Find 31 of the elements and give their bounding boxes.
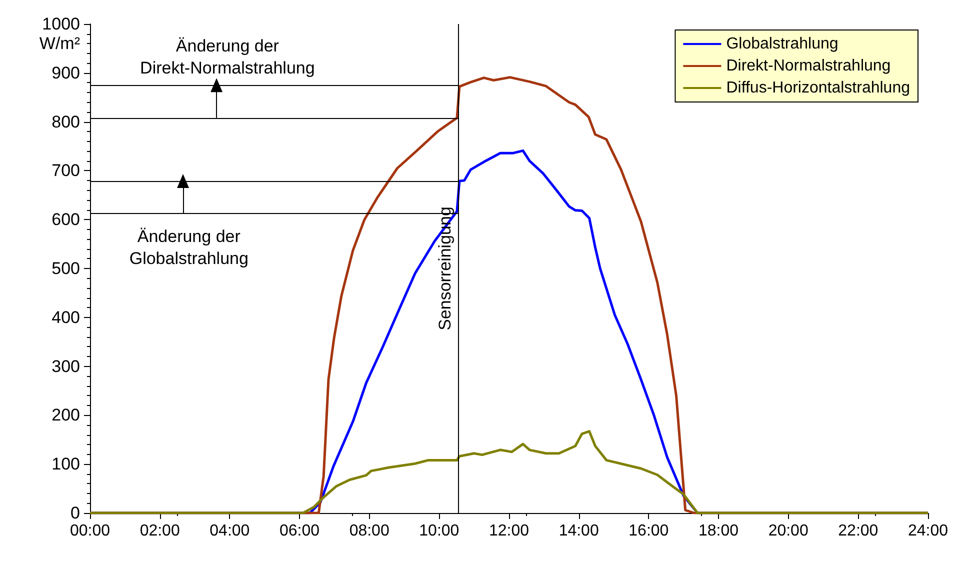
x-tick-label: 02:00 <box>140 522 180 540</box>
legend-label: Direkt-Normalstrahlung <box>726 58 891 74</box>
legend-label: Diffus-Horizontalstrahlung <box>726 80 910 96</box>
x-tick-label: 00:00 <box>70 522 110 540</box>
y-axis-title: W/m² <box>39 34 80 53</box>
x-tick-label: 20:00 <box>768 522 808 540</box>
y-tick-label: 400 <box>52 308 80 327</box>
x-tick-label: 04:00 <box>210 522 250 540</box>
y-tick-label: 700 <box>52 161 80 180</box>
y-tick-label: 900 <box>52 63 80 82</box>
x-tick-label: 06:00 <box>279 522 320 540</box>
y-tick-label: 100 <box>52 454 80 474</box>
y-tick-label: 500 <box>52 259 80 278</box>
annotation: Änderung der Direkt-Normalstrahlung <box>140 36 315 78</box>
x-tick-label: 22:00 <box>838 522 878 540</box>
x-tick-label: 14:00 <box>558 522 599 540</box>
x-tick-label: 10:00 <box>419 522 460 540</box>
x-tick-label: 12:00 <box>488 522 530 540</box>
annotation: Änderung der Globalstrahlung <box>129 227 248 268</box>
y-tick-label: 800 <box>52 112 80 132</box>
y-tick-label: 600 <box>52 210 80 230</box>
y-tick-label: 1000 <box>42 14 80 34</box>
y-tick-label: 300 <box>52 356 80 376</box>
x-tick-label: 08:00 <box>349 522 390 540</box>
ref-line-label: Sensorreinigung <box>435 206 454 330</box>
x-tick-label: 24:00 <box>908 522 948 540</box>
x-tick-label: 16:00 <box>628 522 669 540</box>
legend-label: Globalstrahlung <box>726 36 838 52</box>
y-tick-label: 200 <box>52 406 80 425</box>
y-tick-label: 0 <box>70 504 80 522</box>
x-tick-label: 18:00 <box>698 522 739 540</box>
